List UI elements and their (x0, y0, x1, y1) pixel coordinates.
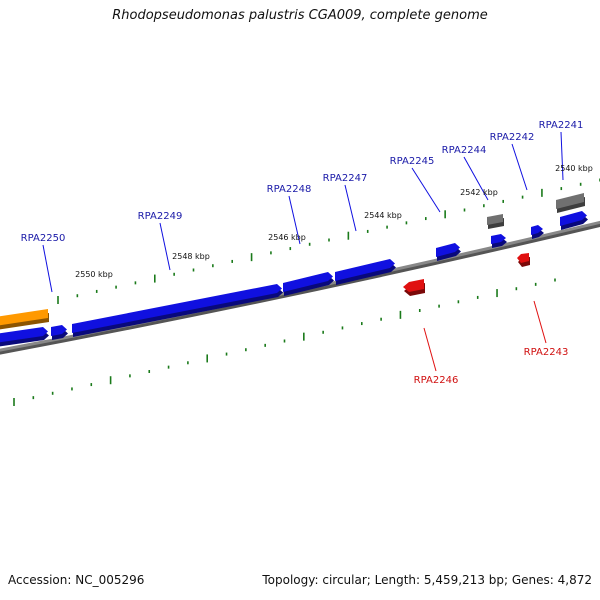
leader-line (463, 156, 489, 201)
gene-label-rpa2248: RPA2248 (267, 184, 312, 245)
ruler-label: 2546 kbp (268, 233, 306, 242)
gene-label-rpa2241: RPA2241 (539, 120, 584, 181)
gene-label-rpa2244: RPA2244 (442, 145, 489, 201)
gene-label-text: RPA2244 (442, 145, 487, 156)
topology-text: Topology: circular; Length: 5,459,213 bp… (262, 573, 592, 587)
gene-label-text: RPA2243 (524, 347, 569, 358)
gene-rpa2245 (436, 243, 461, 261)
ruler-label: 2542 kbp (460, 188, 498, 197)
gene-pseudo-2 (556, 193, 585, 213)
gene-label-rpa2243: RPA2243 (524, 300, 569, 358)
gene-rpa2243 (517, 253, 530, 267)
leader-line (560, 131, 564, 181)
ruler-labels: 2540 kbp 2542 kbp 2544 kbp 2546 kbp 2548 kbp… (75, 164, 593, 279)
gene-label-text: RPA2249 (138, 211, 183, 222)
gene-label-rpa2245: RPA2245 (390, 156, 441, 213)
ruler-label: 2540 kbp (555, 164, 593, 173)
gene-label-rpa2242: RPA2242 (490, 132, 535, 191)
gene-label-text: RPA2247 (323, 173, 368, 184)
gene-label-text: RPA2245 (390, 156, 435, 167)
ruler-label: 2544 kbp (364, 211, 402, 220)
gene-label-rpa2249: RPA2249 (138, 211, 183, 271)
gene-rpa2241 (560, 211, 588, 230)
gene-rpa2244 (491, 234, 507, 248)
map-title: Rhodopseudomonas palustris CGA009, compl… (112, 8, 488, 23)
leader-line (423, 327, 437, 372)
leader-line (344, 184, 357, 232)
leader-line (533, 300, 547, 344)
inner-tick-row (13, 278, 556, 406)
gene-features (0, 193, 588, 347)
gene-label-text: RPA2242 (490, 132, 535, 143)
leader-line (411, 167, 441, 213)
leader-line (288, 195, 301, 245)
gene-rpa2246 (403, 279, 425, 296)
ruler-label: 2550 kbp (75, 270, 113, 279)
gene-rpa2250-a (0, 327, 49, 347)
accession-text: Accession: NC_005296 (8, 573, 145, 587)
leader-line (159, 222, 171, 271)
gene-label-text: RPA2246 (414, 375, 459, 386)
gene-rpa2250-b (51, 325, 68, 340)
gene-label-rpa2247: RPA2247 (323, 173, 368, 232)
gene-rpa2248 (283, 272, 334, 296)
leader-line (511, 143, 528, 191)
gene-pseudo-1 (487, 214, 504, 229)
ruler-label: 2548 kbp (172, 252, 210, 261)
gene-label-rpa2250: RPA2250 (21, 233, 66, 293)
gene-rpa2247 (335, 259, 396, 285)
gene-rpa2242 (531, 225, 544, 239)
gene-label-text: RPA2250 (21, 233, 66, 244)
gene-orange (0, 309, 49, 330)
tick-rows (13, 178, 600, 406)
gene-rpa2249 (72, 284, 283, 337)
gene-label-text: RPA2248 (267, 184, 312, 195)
gene-label-text: RPA2241 (539, 120, 584, 131)
outer-tick-row (57, 178, 600, 304)
leader-line (42, 244, 53, 293)
gene-label-rpa2246: RPA2246 (414, 327, 459, 386)
